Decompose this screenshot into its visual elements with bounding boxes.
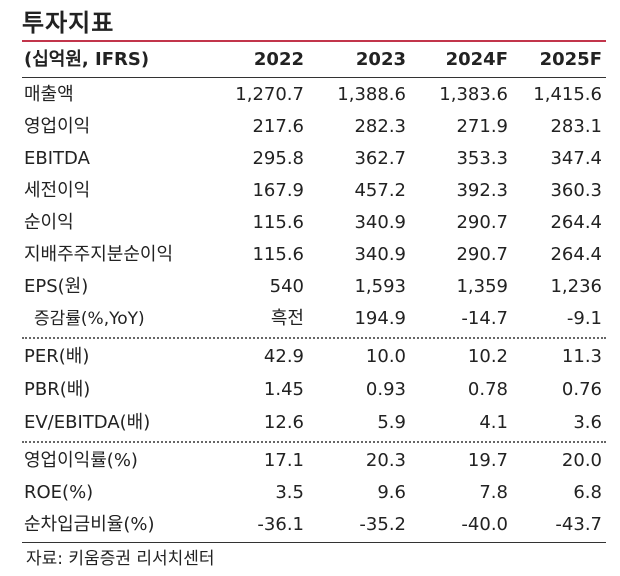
cell-value: 7.8	[479, 482, 508, 503]
section-divider	[22, 337, 606, 339]
cell-value: 0.93	[365, 379, 406, 400]
row-label: PER(배)	[24, 346, 90, 367]
cell-value: 5.9	[377, 412, 406, 433]
cell-value: 흑전	[270, 308, 304, 329]
cell-value: -43.7	[555, 514, 602, 535]
cell-value: 3.5	[275, 482, 304, 503]
year-header: 2024F	[445, 49, 508, 70]
cell-value: 12.6	[263, 412, 304, 433]
row-label: EBITDA	[24, 148, 90, 169]
title-rule	[22, 40, 606, 42]
table-row: 지배주주지분순이익 115.6 340.9 290.7 264.4	[22, 239, 606, 271]
cell-value: 20.0	[561, 450, 602, 471]
row-label: EPS(원)	[24, 276, 89, 297]
table-row: EV/EBITDA(배) 12.6 5.9 4.1 3.6	[22, 407, 606, 439]
cell-value: 19.7	[467, 450, 508, 471]
cell-value: 295.8	[252, 148, 304, 169]
table-row: ROE(%) 3.5 9.6 7.8 6.8	[22, 477, 606, 509]
cell-value: 392.3	[456, 180, 508, 201]
unit-label: (십억원, IFRS)	[24, 49, 150, 70]
row-label: 세전이익	[24, 180, 91, 201]
table-bottom-rule	[22, 542, 606, 543]
row-label: 순차입금비율(%)	[24, 514, 155, 535]
cell-value: 1.45	[263, 379, 304, 400]
cell-value: 340.9	[354, 212, 406, 233]
row-label: EV/EBITDA(배)	[24, 412, 151, 433]
row-label: PBR(배)	[24, 379, 91, 400]
year-header: 2022	[253, 49, 304, 70]
table-row: PER(배) 42.9 10.0 10.2 11.3	[22, 341, 606, 373]
row-label: 매출액	[24, 84, 74, 105]
cell-value: -14.7	[461, 308, 508, 329]
cell-value: 6.8	[573, 482, 602, 503]
cell-value: 17.1	[263, 450, 304, 471]
cell-value: -35.2	[359, 514, 406, 535]
cell-value: 1,270.7	[235, 84, 304, 105]
table-row: 매출액 1,270.7 1,388.6 1,383.6 1,415.6	[22, 79, 606, 111]
row-label: 순이익	[24, 212, 74, 233]
cell-value: -40.0	[461, 514, 508, 535]
year-header: 2025F	[539, 49, 602, 70]
cell-value: 271.9	[456, 116, 508, 137]
cell-value: 1,388.6	[337, 84, 406, 105]
cell-value: 0.76	[561, 379, 602, 400]
cell-value: 115.6	[252, 244, 304, 265]
row-label: 영업이익률(%)	[24, 450, 138, 471]
section-divider	[22, 441, 606, 443]
cell-value: 1,383.6	[439, 84, 508, 105]
cell-value: 20.3	[365, 450, 406, 471]
table-row: EBITDA 295.8 362.7 353.3 347.4	[22, 143, 606, 175]
row-label: 증감률(%,YoY)	[34, 309, 145, 329]
cell-value: 347.4	[550, 148, 602, 169]
year-header: 2023	[355, 49, 406, 70]
header-row: (십억원, IFRS) 2022 2023 2024F 2025F	[22, 44, 606, 76]
cell-value: 9.6	[377, 482, 406, 503]
cell-value: 4.1	[479, 412, 508, 433]
cell-value: 10.2	[467, 346, 508, 367]
cell-value: 282.3	[354, 116, 406, 137]
cell-value: 360.3	[550, 180, 602, 201]
cell-value: 457.2	[354, 180, 406, 201]
cell-value: 10.0	[365, 346, 406, 367]
cell-value: 1,593	[354, 276, 406, 297]
cell-value: 217.6	[252, 116, 304, 137]
table-row: 영업이익률(%) 17.1 20.3 19.7 20.0	[22, 445, 606, 477]
cell-value: 264.4	[550, 244, 602, 265]
cell-value: 353.3	[456, 148, 508, 169]
table-row: 증감률(%,YoY) 흑전 194.9 -14.7 -9.1	[22, 303, 606, 335]
cell-value: 362.7	[354, 148, 406, 169]
cell-value: 194.9	[354, 308, 406, 329]
source-note: 자료: 키움증권 리서치센터	[26, 549, 215, 569]
cell-value: 3.6	[573, 412, 602, 433]
cell-value: 1,415.6	[533, 84, 602, 105]
cell-value: 42.9	[263, 346, 304, 367]
row-label: ROE(%)	[24, 482, 94, 503]
table-row: PBR(배) 1.45 0.93 0.78 0.76	[22, 374, 606, 406]
cell-value: 283.1	[550, 116, 602, 137]
cell-value: 540	[269, 276, 304, 297]
table-row: 세전이익 167.9 457.2 392.3 360.3	[22, 175, 606, 207]
cell-value: 0.78	[467, 379, 508, 400]
cell-value: 290.7	[456, 244, 508, 265]
row-label: 지배주주지분순이익	[24, 244, 174, 265]
cell-value: 11.3	[561, 346, 602, 367]
page-title: 투자지표	[22, 9, 115, 37]
cell-value: 1,236	[550, 276, 602, 297]
row-label: 영업이익	[24, 116, 91, 137]
cell-value: 167.9	[252, 180, 304, 201]
header-rule	[22, 77, 606, 78]
cell-value: -36.1	[257, 514, 304, 535]
table-row: 순이익 115.6 340.9 290.7 264.4	[22, 207, 606, 239]
cell-value: -9.1	[566, 308, 602, 329]
cell-value: 115.6	[252, 212, 304, 233]
cell-value: 340.9	[354, 244, 406, 265]
table-row: 영업이익 217.6 282.3 271.9 283.1	[22, 111, 606, 143]
cell-value: 264.4	[550, 212, 602, 233]
cell-value: 1,359	[456, 276, 508, 297]
cell-value: 290.7	[456, 212, 508, 233]
table-row: 순차입금비율(%) -36.1 -35.2 -40.0 -43.7	[22, 509, 606, 541]
table-row: EPS(원) 540 1,593 1,359 1,236	[22, 271, 606, 303]
